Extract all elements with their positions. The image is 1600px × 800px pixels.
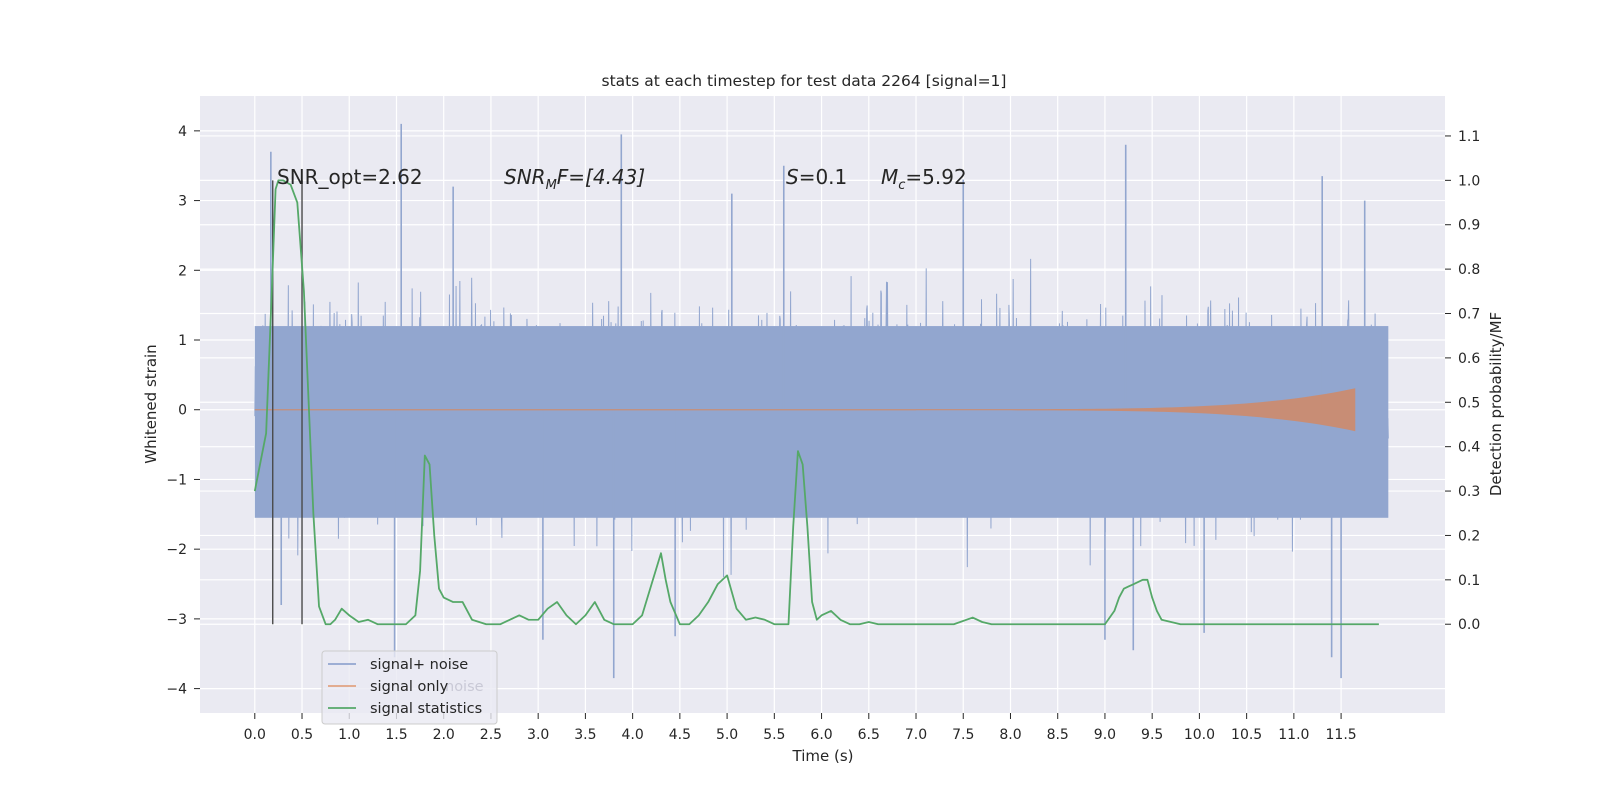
x-tick-label: 6.0: [810, 727, 832, 743]
y-tick-label-left: 2: [178, 263, 187, 279]
y-tick-label-left: −1: [166, 472, 187, 488]
y-tick-label-left: −4: [166, 682, 187, 698]
y-tick-label-right: 0.7: [1458, 307, 1480, 323]
annotation-snr-mf-sub: M: [546, 178, 557, 193]
y-tick-label-right: 0.5: [1458, 395, 1480, 411]
x-tick-label: 11.5: [1326, 727, 1357, 743]
x-tick-label: 0.0: [244, 727, 266, 743]
chirp-envelope: [916, 388, 1356, 432]
y-tick-label-right: 0.1: [1458, 573, 1480, 589]
x-tick-label: 1.0: [338, 727, 360, 743]
annotation-s: S=0.1: [786, 165, 847, 189]
x-tick-label: 7.0: [905, 727, 927, 743]
x-tick-label: 5.0: [716, 727, 738, 743]
annotations: SNR_opt=2.62 SNRMF=[4.43] S=0.1 Mc=5.92: [277, 165, 967, 193]
x-tick-label: 11.0: [1278, 727, 1309, 743]
x-tick-label: 9.0: [1094, 727, 1116, 743]
x-tick-label: 10.5: [1231, 727, 1262, 743]
x-tick-label: 1.5: [385, 727, 407, 743]
x-axis-label: Time (s): [792, 747, 854, 765]
x-tick-label: 3.0: [527, 727, 549, 743]
legend-label-signal-noise: signal+ noise: [370, 657, 468, 673]
x-tick-label: 2.5: [480, 727, 502, 743]
axis-ticks: 0.0 0.5 1.0 1.5 2.0 2.5 3.0 3.5 4.0 4.5 5.0 5.5 6.0 6…: [166, 124, 1480, 743]
y-axis-label-left: Whitened strain: [142, 344, 160, 463]
annotation-mc-rest: =5.92: [905, 165, 966, 189]
x-tick-label: 8.0: [999, 727, 1021, 743]
legend: noise signal+ noise signal only signal s…: [321, 650, 498, 725]
x-tick-label: 6.5: [858, 727, 880, 743]
legend-label-signal-only: signal only: [370, 679, 449, 695]
y-tick-label-right: 0.8: [1458, 262, 1480, 278]
annotation-snr-opt: SNR_opt=2.62: [277, 165, 423, 189]
series-signal-noise: [254, 123, 1389, 679]
legend-label-signal-statistics: signal statistics: [370, 701, 482, 717]
y-tick-label-right: 0.9: [1458, 218, 1480, 234]
y-tick-label-right: 0.6: [1458, 351, 1480, 367]
annotation-snr-mf: SNRMF=[4.43]: [504, 165, 645, 193]
x-tick-label: 0.5: [291, 727, 313, 743]
y-tick-label-right: 0.4: [1458, 440, 1480, 456]
annotation-s-main: S: [786, 165, 799, 189]
y-tick-label-left: 1: [178, 333, 187, 349]
series-signal-statistics: [253, 179, 1379, 626]
x-tick-label: 10.0: [1184, 727, 1215, 743]
y-tick-label-left: −3: [166, 612, 187, 628]
annotation-snr-mf-main: SNR: [504, 165, 546, 189]
y-tick-label-right: 0.2: [1458, 528, 1480, 544]
legend-overlap-text: noise: [445, 679, 484, 695]
x-tick-label: 4.0: [621, 727, 643, 743]
x-tick-label: 2.0: [433, 727, 455, 743]
y-tick-label-left: −2: [166, 542, 187, 558]
annotation-s-rest: =0.1: [799, 165, 848, 189]
series-signal-only: [254, 388, 1356, 432]
chart-title: stats at each timestep for test data 226…: [602, 72, 1007, 90]
annotation-snr-mf-rest: F=[4.43]: [557, 165, 645, 189]
x-tick-label: 3.5: [574, 727, 596, 743]
legend-box: [321, 650, 498, 725]
annotation-mc-main: M: [881, 165, 898, 189]
y-tick-label-left: 4: [178, 124, 187, 140]
x-tick-label: 9.5: [1141, 727, 1163, 743]
stat-line: [253, 179, 1379, 626]
y-tick-label-right: 0.3: [1458, 484, 1480, 500]
y-tick-label-left: 0: [178, 403, 187, 419]
y-tick-label-right: 0.0: [1458, 617, 1480, 633]
y-tick-label-left: 3: [178, 194, 187, 210]
annotation-mc-sub: c: [898, 178, 905, 193]
x-tick-label: 8.5: [1047, 727, 1069, 743]
y-tick-label-right: 1.1: [1458, 129, 1480, 145]
annotation-mc: Mc=5.92: [881, 165, 967, 193]
noise-core-band: [254, 326, 1389, 518]
x-tick-label: 4.5: [669, 727, 691, 743]
x-tick-label: 7.5: [952, 727, 974, 743]
y-tick-label-right: 1.0: [1458, 173, 1480, 189]
x-tick-label: 5.5: [763, 727, 785, 743]
y-axis-label-right: Detection probability/MF: [1487, 312, 1505, 496]
